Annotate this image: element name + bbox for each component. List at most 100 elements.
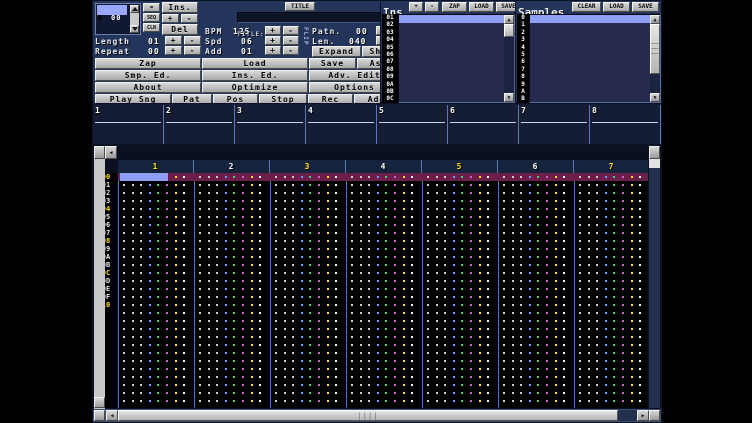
pattern-row[interactable] [118,245,648,253]
pattern-row[interactable] [118,285,648,293]
pattern-row[interactable] [118,261,648,269]
pattern-vertical-scroll-thumb-right[interactable] [649,159,660,168]
length-minus-button[interactable]: - [184,36,201,45]
pattern-row[interactable] [118,189,648,197]
instrument-index-item[interactable]: 05 [386,43,394,51]
zap-button[interactable]: Zap [95,58,201,69]
instrument-scroll-up-button[interactable]: ▲ [504,15,514,24]
sample-index-item[interactable]: 2 [521,28,525,36]
sample-list-scrollbar[interactable]: ▲ ||| ▼ [650,15,660,102]
sequence-column-5[interactable]: 5 [377,105,448,144]
pattern-row[interactable] [118,229,648,237]
track-header-6[interactable]: 6 [498,160,574,173]
pattern-row[interactable] [118,357,648,365]
pattern-vertical-scroll-thumb[interactable] [94,159,105,409]
order-scroll-up-button[interactable] [130,5,139,13]
sample-editor-button[interactable]: Smp. Ed. [95,70,201,81]
repeat-minus-button[interactable]: - [184,46,201,55]
pattern-row[interactable] [118,293,648,301]
pattern-row[interactable] [118,333,648,341]
peak-button[interactable]: PEAK [349,2,375,19]
order-plus-button[interactable]: + [162,14,179,23]
pattern-hscroll-track[interactable] [618,410,637,421]
pattern-row[interactable] [118,309,648,317]
cln-button[interactable]: CLN [143,23,160,32]
repeat-plus-button[interactable]: + [165,46,182,55]
instrument-index-item[interactable]: 07 [386,58,394,66]
instrument-index-item[interactable]: 0C [386,95,394,103]
track-header-1[interactable]: 1 [118,160,194,173]
sample-clear-button[interactable]: CLEAR [572,2,601,12]
sample-index-item[interactable]: 4 [521,43,525,51]
pattern-row[interactable] [118,405,648,408]
sequence-column-8[interactable]: 8 [590,105,661,144]
pattern-row[interactable] [118,325,648,333]
instrument-index-item[interactable]: 09 [386,73,394,81]
sequence-column-2[interactable]: 2 [164,105,235,144]
speed-minus-button[interactable]: - [283,36,299,45]
pattern-row[interactable] [118,197,648,205]
sequence-column-4[interactable]: 4 [306,105,377,144]
length-plus-button[interactable]: + [165,36,182,45]
order-list-selected-row[interactable]: 0 [97,5,127,22]
instrument-scroll-thumb[interactable] [504,24,514,37]
instrument-index-item[interactable]: 03 [386,28,394,36]
sequence-column-3[interactable]: 3 [235,105,306,144]
order-insert-button[interactable]: Ins. [162,2,198,13]
pattern-scroll-left-button[interactable]: ◀ [105,146,117,159]
sample-save-button[interactable]: SAVE [632,2,659,12]
save-button[interactable]: Save [309,58,356,69]
sample-index-item[interactable]: 1 [521,21,525,29]
bpm-minus-button[interactable]: - [283,26,299,35]
instrument-remove-button[interactable]: - [425,2,439,12]
pattern-row[interactable] [118,341,648,349]
pattern-row[interactable] [118,213,648,221]
load-button[interactable]: Load [202,58,308,69]
track-header-3[interactable]: 3 [270,160,346,173]
instrument-index-item[interactable]: 02 [386,21,394,29]
instrument-index-item[interactable]: 0A [386,80,394,88]
instrument-scroll-down-button[interactable]: ▼ [504,93,514,102]
pattern-scroll-up-right-button[interactable] [649,146,660,159]
instrument-editor-button[interactable]: Ins. Ed. [202,70,308,81]
track-header-5[interactable]: 5 [422,160,498,173]
sample-load-button[interactable]: LOAD [603,2,630,12]
sample-index-item[interactable]: 8 [521,73,525,81]
about-button[interactable]: About [95,82,201,93]
pattern-hscroll-right-button[interactable]: ▶ [637,410,649,421]
sample-selected-row[interactable] [530,15,660,23]
sample-index-item[interactable]: 3 [521,36,525,44]
sample-index-item[interactable]: A [521,88,525,96]
sequence-column-7[interactable]: 7 [519,105,590,144]
pattern-row[interactable] [118,317,648,325]
speed-plus-button[interactable]: + [265,36,281,45]
title-button[interactable]: TITLE [285,2,315,11]
order-scroll-down-button[interactable] [130,25,139,33]
pattern-row[interactable] [118,181,648,189]
sample-index-item[interactable]: B [521,95,525,103]
pattern-scroll-down-button[interactable] [94,397,105,408]
time-button[interactable]: TIME [319,2,345,19]
pattern-hscroll-left-button[interactable]: ◀ [106,410,118,421]
sequence-column-1[interactable]: 1 [93,105,164,144]
pattern-scroll-up-button[interactable] [94,146,105,159]
bpm-plus-button[interactable]: + [265,26,281,35]
pattern-row[interactable] [118,173,648,181]
instrument-load-button[interactable]: LOAD [469,2,494,12]
sample-index-item[interactable]: 0 [521,14,525,21]
pattern-row[interactable] [118,365,648,373]
sample-index-item[interactable]: 6 [521,58,525,66]
expand-button[interactable]: Expand [312,46,361,57]
track-header-2[interactable]: 2 [194,160,270,173]
pattern-vertical-scroll-track-right[interactable] [649,168,660,408]
pattern-grid[interactable] [118,173,648,408]
sample-list[interactable]: ▲ ||| ▼ [529,14,661,103]
instrument-index-item[interactable]: 04 [386,36,394,44]
order-delete-button[interactable]: Del [162,24,198,35]
sample-scroll-down-button[interactable]: ▼ [650,93,660,102]
instrument-add-button[interactable]: + [409,2,423,12]
pattern-horizontal-scrollbar[interactable]: ◀ |||| ▶ [93,409,661,422]
equals-button[interactable]: = [143,3,160,12]
